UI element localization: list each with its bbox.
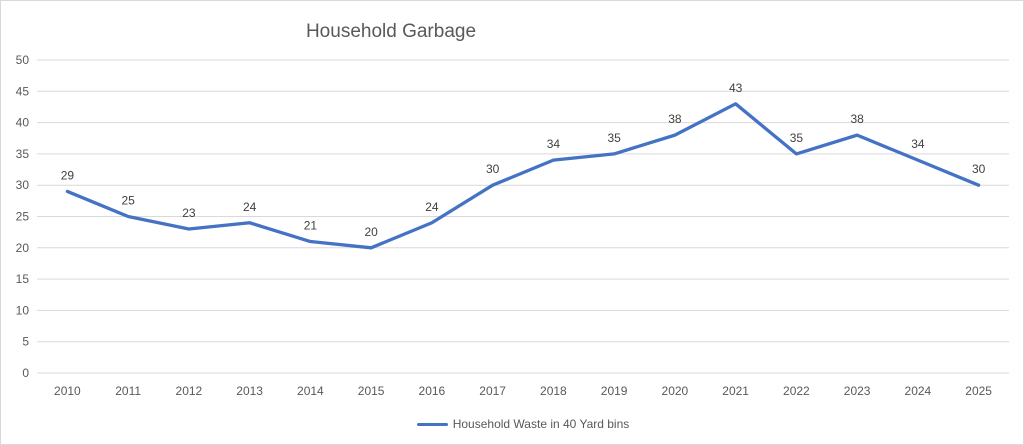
x-axis-tick-label: 2011 bbox=[115, 384, 141, 398]
legend: Household Waste in 40 Yard bins bbox=[37, 415, 1009, 433]
y-axis-tick-label: 50 bbox=[16, 53, 30, 67]
data-label: 34 bbox=[547, 137, 561, 151]
data-label: 23 bbox=[182, 206, 196, 220]
y-axis-tick-label: 15 bbox=[16, 272, 30, 286]
x-axis-tick-label: 2025 bbox=[965, 384, 992, 398]
data-label: 38 bbox=[668, 112, 682, 126]
data-series-line bbox=[65, 102, 981, 250]
legend-series-label: Household Waste in 40 Yard bins bbox=[452, 417, 630, 431]
y-axis-tick-label: 20 bbox=[16, 241, 30, 255]
data-label: 43 bbox=[729, 81, 743, 95]
data-label: 35 bbox=[790, 131, 804, 145]
x-axis-tick-label: 2010 bbox=[54, 384, 81, 398]
data-label: 30 bbox=[486, 162, 500, 176]
data-label: 35 bbox=[607, 131, 621, 145]
data-label: 20 bbox=[364, 225, 378, 239]
data-label: 24 bbox=[243, 200, 257, 214]
y-axis-tick-label: 25 bbox=[16, 210, 30, 224]
x-axis-tick-label: 2017 bbox=[479, 384, 506, 398]
x-axis-tick-label: 2012 bbox=[176, 384, 203, 398]
x-axis-tick-label: 2023 bbox=[844, 384, 871, 398]
x-axis-tick-label: 2022 bbox=[783, 384, 810, 398]
x-axis-tick-label: 2015 bbox=[358, 384, 385, 398]
data-label: 24 bbox=[425, 200, 439, 214]
y-axis-tick-label: 35 bbox=[16, 147, 30, 161]
y-axis-tick-label: 40 bbox=[16, 116, 30, 130]
legend-line-marker bbox=[416, 422, 448, 426]
data-label: 21 bbox=[304, 219, 318, 233]
x-axis-tick-label: 2021 bbox=[722, 384, 749, 398]
x-axis-tick-label: 2018 bbox=[540, 384, 567, 398]
data-label: 34 bbox=[911, 137, 925, 151]
chart-title: Household Garbage bbox=[305, 21, 477, 42]
y-axis-tick-label: 0 bbox=[22, 366, 29, 380]
y-axis-tick-label: 5 bbox=[22, 335, 29, 349]
y-axis-tick-label: 30 bbox=[16, 178, 30, 192]
x-axis-tick-label: 2020 bbox=[662, 384, 689, 398]
y-axis-tick-label: 45 bbox=[16, 84, 30, 98]
data-label: 30 bbox=[972, 162, 986, 176]
x-axis-tick-label: 2024 bbox=[905, 384, 932, 398]
x-axis-tick-label: 2013 bbox=[236, 384, 263, 398]
data-label: 25 bbox=[121, 194, 135, 208]
data-label: 38 bbox=[850, 112, 864, 126]
x-axis-tick-label: 2019 bbox=[601, 384, 628, 398]
data-label: 29 bbox=[61, 168, 75, 182]
x-axis-tick-label: 2016 bbox=[419, 384, 446, 398]
x-axis-tick-label: 2014 bbox=[297, 384, 324, 398]
y-axis-tick-label: 10 bbox=[16, 303, 30, 317]
